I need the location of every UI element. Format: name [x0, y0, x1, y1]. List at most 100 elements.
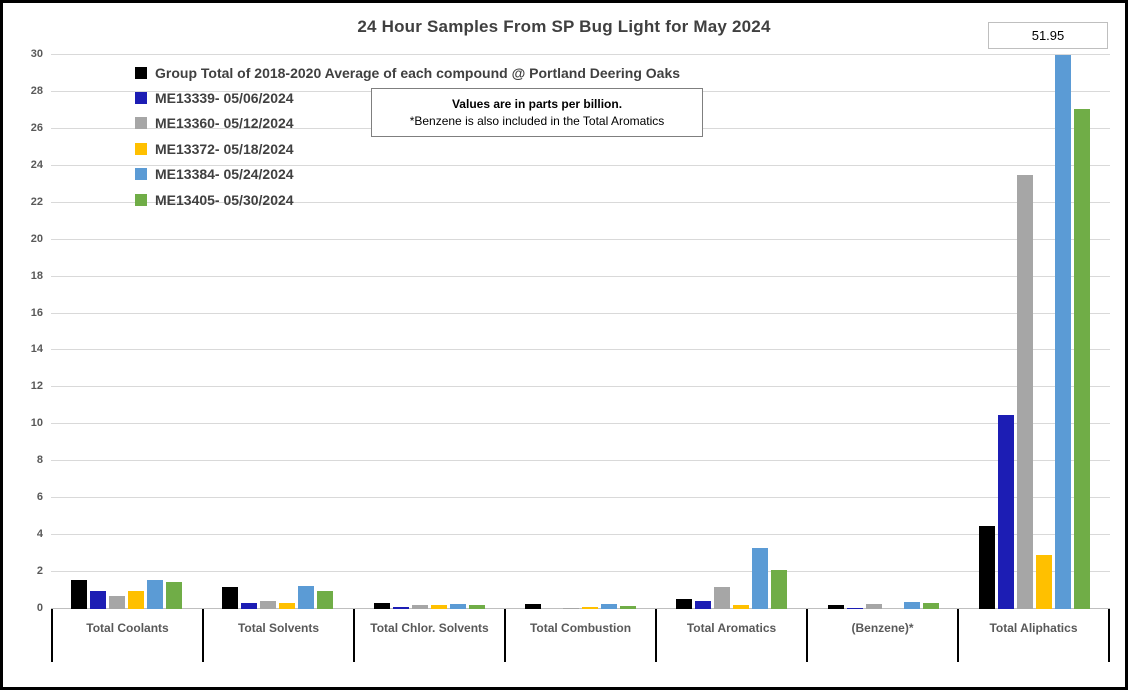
y-tick-label-22: 22: [30, 195, 43, 208]
legend-label: ME13360- 05/12/2024: [155, 115, 294, 132]
legend-item-1: ME13339- 05/06/2024: [135, 85, 680, 110]
bar-series2-cat2: [411, 605, 428, 609]
annotation-line-1: Values are in parts per billion.: [451, 97, 623, 111]
bar-series0-cat3: [524, 604, 541, 609]
y-tick-label-26: 26: [30, 121, 43, 134]
gridline-24: [51, 164, 1110, 166]
y-tick-label-14: 14: [30, 343, 43, 356]
y-tick-label-28: 28: [30, 84, 43, 97]
gridline-14: [51, 349, 1110, 351]
category-label: Total Aromatics: [686, 621, 777, 635]
y-tick-label-30: 30: [30, 48, 43, 60]
bar-series1-cat0: [90, 591, 107, 609]
gridline-8: [51, 460, 1110, 462]
gridline-18: [51, 275, 1110, 277]
bar-group-2: [354, 55, 505, 609]
y-tick-label-0: 0: [36, 602, 43, 614]
gridline-30: [51, 54, 1110, 55]
bar-series2-cat3: [562, 608, 579, 609]
bar-series0-cat6: [978, 526, 995, 609]
legend-swatch-icon: [135, 92, 147, 105]
chart-title: 24 Hour Samples From SP Bug Light for Ma…: [357, 17, 771, 36]
legend-item-2: ME13360- 05/12/2024: [135, 111, 680, 136]
bar-series4-cat2: [449, 604, 466, 609]
clipped-bar-value-label: 51.95: [988, 22, 1108, 49]
bar-series1-cat5: [846, 608, 863, 609]
bar-series0-cat4: [676, 599, 693, 609]
bar-series0-cat1: [222, 587, 239, 609]
bar-group-3: [505, 55, 656, 609]
bar-group-4: [656, 55, 807, 609]
bar-series1-cat2: [392, 607, 409, 609]
bar-series4-cat5: [903, 602, 920, 609]
y-tick-label-10: 10: [30, 417, 43, 430]
category-cell-5: (Benzene)*: [806, 609, 957, 662]
legend-swatch-icon: [135, 66, 147, 79]
bar-group-0: [51, 55, 202, 609]
bar-series5-cat5: [922, 603, 939, 609]
legend-item-5: ME13405- 05/30/2024: [135, 187, 680, 212]
bar-series3-cat6: [1035, 555, 1052, 609]
category-cell-0: Total Coolants: [51, 609, 202, 662]
bar-series1-cat1: [241, 603, 258, 609]
bar-series3-cat0: [128, 591, 145, 609]
category-label: (Benzene)*: [851, 621, 914, 635]
bar-series2-cat0: [109, 596, 126, 609]
bar-series5-cat1: [317, 591, 334, 609]
bar-series5-cat6: [1073, 109, 1090, 609]
legend-item-4: ME13384- 05/24/2024: [135, 162, 680, 187]
bar-series3-cat3: [581, 607, 598, 609]
bar-series4-cat6: [1054, 55, 1071, 609]
bar-series3-cat4: [733, 605, 750, 609]
category-label: Total Aliphatics: [989, 621, 1078, 635]
plot-area: Group Total of 2018-2020 Average of each…: [51, 54, 1110, 609]
bar-groups: [51, 55, 1110, 609]
y-tick-label-20: 20: [30, 232, 43, 245]
bar-group-5: [807, 55, 958, 609]
gridline-12: [51, 386, 1110, 388]
gridline-4: [51, 534, 1110, 536]
bar-series4-cat3: [600, 604, 617, 609]
legend-swatch-icon: [135, 193, 147, 206]
bar-group-6: [959, 55, 1110, 609]
y-tick-label-24: 24: [30, 158, 43, 171]
bar-series2-cat1: [260, 601, 277, 609]
legend-label: ME13372- 05/18/2024: [155, 140, 294, 157]
gridline-10: [51, 423, 1110, 425]
y-tick-label-4: 4: [36, 528, 43, 541]
y-tick-label-8: 8: [36, 454, 43, 467]
y-tick-label-6: 6: [36, 491, 43, 504]
legend-swatch-icon: [135, 142, 147, 155]
legend-label: ME13384- 05/24/2024: [155, 166, 294, 183]
bar-series2-cat6: [1016, 175, 1033, 609]
category-cell-1: Total Solvents: [202, 609, 353, 662]
bar-series2-cat5: [865, 604, 882, 609]
bar-series1-cat6: [997, 415, 1014, 609]
bar-series3-cat2: [430, 605, 447, 609]
bar-series4-cat1: [298, 586, 315, 609]
legend-label: ME13405- 05/30/2024: [155, 191, 294, 208]
legend-label: ME13339- 05/06/2024: [155, 90, 294, 107]
gridline-2: [51, 571, 1110, 573]
legend-swatch-icon: [135, 117, 147, 130]
gridline-0: [51, 608, 1110, 609]
clipped-bar-value-text: 51.95: [1031, 28, 1065, 43]
gridline-6: [51, 497, 1110, 499]
x-axis-category-labels: Total Coolants Total Solvents Total Chlor.…: [51, 609, 1110, 662]
bar-series4-cat0: [147, 580, 164, 609]
category-label: Total Solvents: [237, 621, 320, 635]
category-label: Total Combustion: [529, 621, 632, 635]
gridline-16: [51, 312, 1110, 314]
y-tick-label-12: 12: [30, 380, 43, 393]
bar-series5-cat0: [166, 582, 183, 609]
gridline-20: [51, 238, 1110, 240]
bar-series4-cat4: [752, 548, 769, 609]
y-tick-label-18: 18: [30, 269, 43, 282]
bar-series5-cat3: [619, 606, 636, 609]
category-cell-6: Total Aliphatics: [957, 609, 1110, 662]
bar-series1-cat4: [695, 601, 712, 609]
bar-series0-cat5: [827, 605, 844, 609]
legend: Group Total of 2018-2020 Average of each…: [135, 60, 680, 212]
bar-series5-cat2: [468, 605, 485, 609]
